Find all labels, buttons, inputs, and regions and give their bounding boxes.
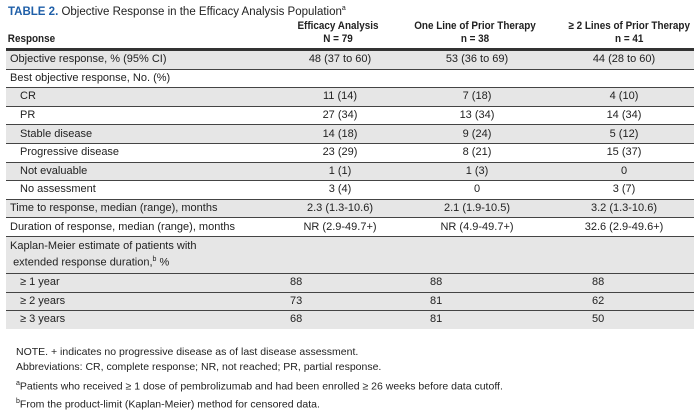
km-row: ≥ 1 year 88 88 88	[6, 273, 694, 293]
row-label: ≥ 2 years	[6, 292, 276, 312]
cell-value	[276, 69, 400, 89]
cell-value: 0	[550, 162, 694, 182]
cell-value: 3 (7)	[550, 180, 694, 200]
cell-value: NR (4.9-49.7+)	[400, 217, 550, 237]
cell-value: 27 (34)	[276, 106, 400, 126]
cell-value: 4 (10)	[550, 87, 694, 107]
cell-value: 8 (21)	[400, 143, 550, 163]
cell-value: 15 (37)	[550, 143, 694, 163]
cell-value	[550, 69, 694, 89]
table-row: CR 11 (14) 7 (18) 4 (10)	[6, 87, 694, 107]
table-row: Progressive disease 23 (29) 8 (21) 15 (37)	[6, 143, 694, 163]
cell-value: 5 (12)	[550, 124, 694, 144]
row-label: CR	[6, 87, 276, 107]
row-label: Duration of response, median (range), mo…	[6, 217, 276, 237]
table-row: Duration of response, median (range), mo…	[6, 217, 694, 237]
cell-value: 7 (18)	[400, 87, 550, 107]
header-efficacy: Efficacy Analysis N = 79	[297, 20, 379, 45]
cell-value: 81	[400, 310, 550, 329]
footnote-marker: a	[341, 5, 346, 12]
cell-value: 44 (28 to 60)	[550, 49, 694, 70]
cell-value: 88	[276, 273, 400, 293]
response-table: Response Efficacy Analysis N = 79 One Lin…	[6, 20, 694, 329]
km-label: Kaplan-Meier estimate of patients with e…	[6, 236, 276, 274]
row-label: Best objective response, No. (%)	[6, 69, 276, 89]
km-row: ≥ 2 years 73 81 62	[6, 292, 694, 312]
cell-value: 81	[400, 292, 550, 312]
header-two-lines: ≥ 2 Lines of Prior Therapy n = 41	[568, 20, 690, 45]
cell-value: 9 (24)	[400, 124, 550, 144]
row-label: ≥ 3 years	[6, 310, 276, 329]
cell-value: 32.6 (2.9-49.6+)	[550, 217, 694, 237]
cell-value: 14 (18)	[276, 124, 400, 144]
cell-value: 88	[550, 273, 694, 293]
table-label: TABLE 2.	[8, 5, 59, 18]
cell-value: 50	[550, 310, 694, 329]
cell-value: 23 (29)	[276, 143, 400, 163]
table-caption: Objective Response in the Efficacy Analy…	[61, 5, 342, 18]
footnote-b: bFrom the product-limit (Kaplan-Meier) m…	[16, 398, 320, 411]
cell-value: 2.1 (1.9-10.5)	[400, 199, 550, 219]
header-one-line: One Line of Prior Therapy n = 38	[414, 20, 536, 45]
cell-value: 2.3 (1.3-10.6)	[276, 199, 400, 219]
cell-value: 3.2 (1.3-10.6)	[550, 199, 694, 219]
row-label: Not evaluable	[6, 162, 276, 182]
cell-value	[400, 69, 550, 89]
table-row: No assessment 3 (4) 0 3 (7)	[6, 180, 694, 200]
cell-value: 3 (4)	[276, 180, 400, 200]
km-header-row: Kaplan-Meier estimate of patients with e…	[6, 236, 694, 274]
cell-value: 11 (14)	[276, 87, 400, 107]
row-label: Progressive disease	[6, 143, 276, 163]
cell-value: 73	[276, 292, 400, 312]
row-label: Time to response, median (range), months	[6, 199, 276, 219]
cell-value: 13 (34)	[400, 106, 550, 126]
table-row: Stable disease 14 (18) 9 (24) 5 (12)	[6, 124, 694, 144]
cell-value: NR (2.9-49.7+)	[276, 217, 400, 237]
table-row: Best objective response, No. (%)	[6, 69, 694, 89]
cell-value: 0	[400, 180, 550, 200]
abbreviations: Abbreviations: CR, complete response; NR…	[16, 361, 382, 374]
header-row: Response Efficacy Analysis N = 79 One Lin…	[6, 20, 694, 50]
row-label: Stable disease	[6, 124, 276, 144]
cell-value: 1 (3)	[400, 162, 550, 182]
cell-value: 62	[550, 292, 694, 312]
table-row: Time to response, median (range), months…	[6, 199, 694, 219]
footnote-a: aPatients who received ≥ 1 dose of pembr…	[16, 379, 503, 393]
table-row: Objective response, % (95% CI) 48 (37 to …	[6, 49, 694, 70]
cell-value: 68	[276, 310, 400, 329]
cell-value: 1 (1)	[276, 162, 400, 182]
cell-value: 88	[400, 273, 550, 293]
row-label: PR	[6, 106, 276, 126]
cell-value: 14 (34)	[550, 106, 694, 126]
km-row: ≥ 3 years 68 81 50	[6, 310, 694, 329]
note: NOTE. + indicates no progressive disease…	[16, 346, 359, 358]
table-title: TABLE 2. Objective Response in the Effic…	[8, 5, 346, 18]
cell-value: 53 (36 to 69)	[400, 49, 550, 70]
row-label: ≥ 1 year	[6, 273, 276, 293]
row-label: No assessment	[6, 180, 276, 200]
table-row: Not evaluable 1 (1) 1 (3) 0	[6, 162, 694, 182]
footnotes: NOTE. + indicates no progressive disease…	[16, 345, 503, 413]
row-label: Objective response, % (95% CI)	[6, 49, 276, 70]
header-response: Response	[7, 33, 56, 45]
table-row: PR 27 (34) 13 (34) 14 (34)	[6, 106, 694, 126]
cell-value: 48 (37 to 60)	[276, 49, 400, 70]
